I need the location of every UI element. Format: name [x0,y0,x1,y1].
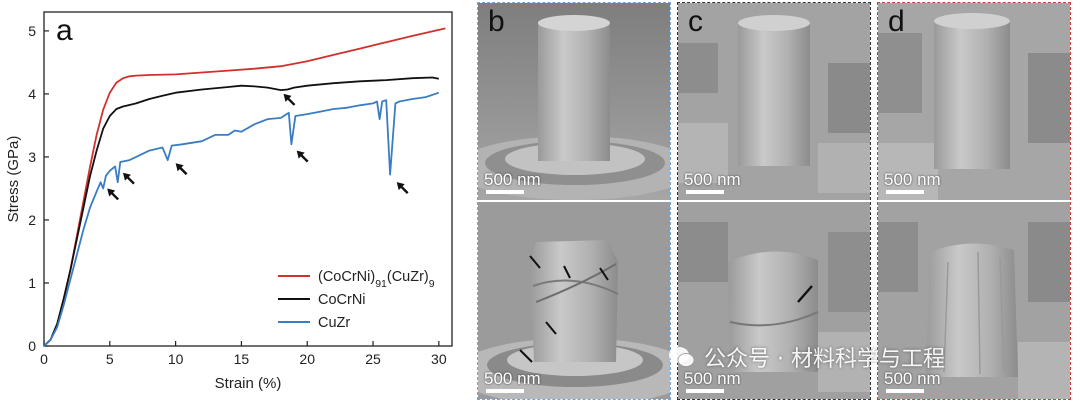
x-tick-label: 30 [431,351,447,367]
scale-bar-label: 500 nm [684,170,741,189]
x-tick-label: 0 [40,351,48,367]
series-line-cuzr [43,91,440,347]
sem-image-c-before: c 500 nm [678,3,870,200]
scale-bar: 500 nm [484,370,544,393]
y-tick-label: 5 [28,23,36,39]
panel-label-a: a [56,14,73,47]
scale-bar-line [486,389,524,393]
annotation-arrow [296,150,309,163]
scale-bar-line [886,389,924,393]
stress-strain-chart-panel: 0 5 10 15 20 25 30 0 1 2 3 4 5 Strain (%) Stress (GPa)… [0,0,470,404]
sem-image-b-before: b 500 nm [478,3,670,200]
annotation-arrow [283,93,296,106]
panel-label-c: c [688,5,703,38]
panel-label-b: b [488,5,505,38]
pillar-image-d-after [878,202,1070,399]
stress-strain-chart: 0 5 10 15 20 25 30 0 1 2 3 4 5 Strain (%) Stress (GPa)… [5,11,453,392]
annotation-arrow [122,172,135,185]
x-tick-label: 15 [234,351,250,367]
watermark-text: 公众号 · 材料科学与工程 [704,347,945,372]
legend-entry: CoCrNi [318,292,366,308]
legend-text-part: (CuZr) [387,269,429,285]
scale-bar: 500 nm [884,370,944,393]
arrow-head [107,188,116,197]
scale-bar: 500 nm [684,370,744,393]
scale-bar-line [686,190,724,194]
scale-bar: 500 nm [884,171,944,194]
watermark: 公众号 · 材料科学与工程 [668,340,945,374]
scale-bar-label: 500 nm [884,170,941,189]
legend-entry: (CoCrNi)91(CuZr)9 [318,269,435,290]
sem-panel-b: b 500 nm 500 nm [477,2,671,400]
legend-entry: CuZr [318,315,350,331]
series-line-cocrni [43,76,439,347]
pillar-image-c-before [678,3,870,200]
x-tick-label: 20 [299,351,315,367]
arrow-head [283,93,292,102]
pillar-image-b-before [478,3,670,200]
legend-subscript: 91 [375,278,387,290]
x-tick-label: 5 [106,351,114,367]
x-axis-title: Strain (%) [215,375,282,392]
scale-bar-label: 500 nm [684,369,741,388]
panel-label-d: d [888,5,905,38]
arrow-head [396,182,405,191]
sem-image-d-after: 500 nm [878,202,1070,399]
y-tick-label: 0 [28,338,36,354]
y-tick-label: 2 [28,212,36,228]
scale-bar: 500 nm [684,171,744,194]
scale-bar-label: 500 nm [484,170,541,189]
arrow-head [175,163,184,172]
sem-panel-c: c 500 nm 500 nm [677,2,871,400]
scale-bar-line [686,389,724,393]
sem-image-b-after: 500 nm [478,202,670,399]
scale-bar-line [886,190,924,194]
scale-bar-line [486,190,524,194]
wechat-logo-icon [669,347,695,367]
y-tick-label: 1 [28,275,36,291]
arrow-head [122,172,131,181]
annotation-arrow [175,163,188,176]
legend-text-part: (CoCrNi) [318,269,375,285]
y-tick-label: 4 [28,86,36,102]
y-axis-title: Stress (GPa) [5,136,22,223]
annotation-arrow [396,182,409,194]
pillar-image-c-after [678,202,870,399]
pillar-image-b-after [478,202,670,399]
scale-bar-label: 500 nm [884,369,941,388]
plot-frame [43,11,453,347]
sem-image-c-after: 500 nm [678,202,870,399]
scale-bar-label: 500 nm [484,369,541,388]
y-tick-label: 3 [28,149,36,165]
sem-image-d-before: d 500 nm [878,3,1070,200]
legend-subscript: 9 [429,278,435,290]
scale-bar: 500 nm [484,171,544,194]
x-tick-label: 25 [365,351,381,367]
sem-panel-d: d 500 nm 500 nm [877,2,1071,400]
x-tick-label: 10 [168,351,184,367]
annotation-arrow [107,188,120,201]
arrow-head [296,150,305,159]
